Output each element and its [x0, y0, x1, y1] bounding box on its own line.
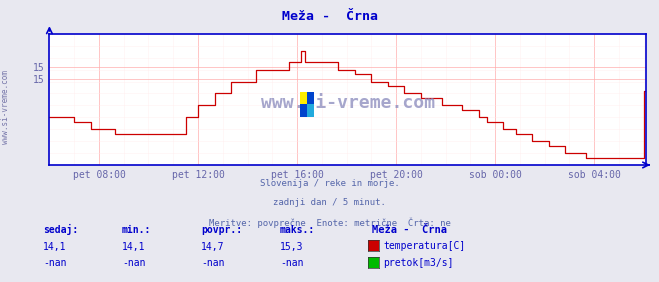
Text: -nan: -nan [201, 259, 225, 268]
Text: -nan: -nan [280, 259, 304, 268]
Text: pretok[m3/s]: pretok[m3/s] [384, 258, 454, 268]
Text: 14,1: 14,1 [122, 242, 146, 252]
Text: Meža -  Črna: Meža - Črna [372, 225, 447, 235]
Text: www.si-vreme.com: www.si-vreme.com [1, 70, 10, 144]
Text: -nan: -nan [43, 259, 67, 268]
Bar [307, 92, 314, 104]
Bar [300, 92, 307, 104]
Text: 15,3: 15,3 [280, 242, 304, 252]
Bar [307, 104, 314, 117]
Text: temperatura[C]: temperatura[C] [384, 241, 466, 251]
Text: 14,7: 14,7 [201, 242, 225, 252]
Text: Meritve: povprečne  Enote: metrične  Črta: ne: Meritve: povprečne Enote: metrične Črta:… [208, 217, 451, 228]
Text: povpr.:: povpr.: [201, 225, 242, 235]
Text: -nan: -nan [122, 259, 146, 268]
Text: maks.:: maks.: [280, 225, 315, 235]
Text: min.:: min.: [122, 225, 152, 235]
Bar [300, 104, 307, 117]
Text: Slovenija / reke in morje.: Slovenija / reke in morje. [260, 179, 399, 188]
Text: zadnji dan / 5 minut.: zadnji dan / 5 minut. [273, 198, 386, 207]
Text: 14,1: 14,1 [43, 242, 67, 252]
Text: Meža -  Črna: Meža - Črna [281, 10, 378, 23]
Text: www.si-vreme.com: www.si-vreme.com [260, 94, 435, 112]
Text: sedaj:: sedaj: [43, 224, 78, 235]
